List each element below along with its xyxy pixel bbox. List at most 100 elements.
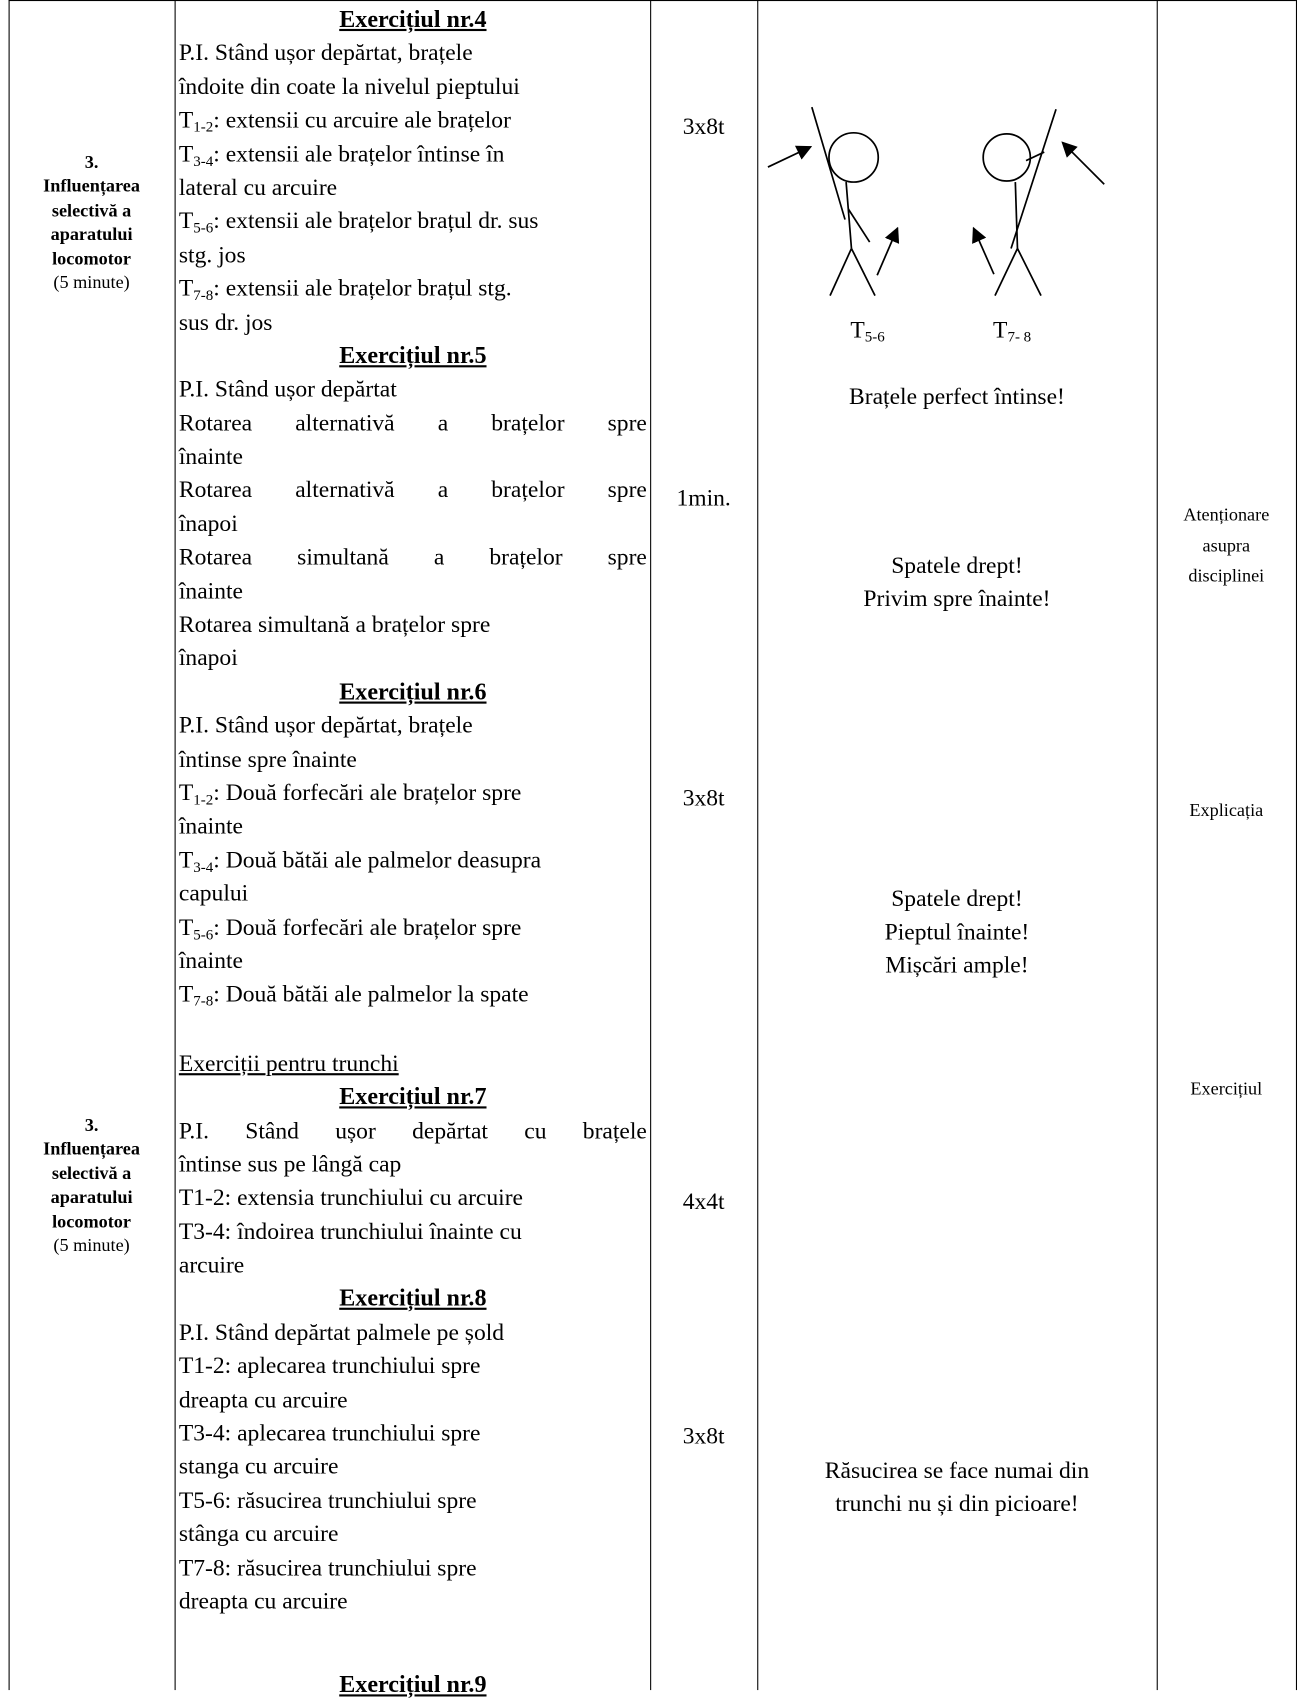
- section-title-line: locomotor: [52, 248, 131, 269]
- remark: Spatele drept! Pieptul înainte! Mișcări am…: [757, 881, 1156, 981]
- method: Atenționare asupra disciplinei: [1157, 500, 1296, 592]
- exercise-line: înainte: [178, 442, 243, 470]
- section-label: 3. Influențarea selectivă a aparatului locom…: [9, 151, 175, 295]
- exercise-line: sus dr. jos: [178, 307, 273, 335]
- dosage: 3x8t: [682, 111, 725, 139]
- subscript: 5-6: [193, 220, 214, 238]
- method: Explicația: [1157, 796, 1296, 827]
- text: T: [850, 315, 865, 343]
- text: T: [178, 913, 194, 940]
- section-number: 3.: [84, 152, 99, 173]
- dosage: 1min.: [676, 483, 731, 511]
- exercise-line: Rotarea alternativă a brațelor spre: [178, 408, 647, 436]
- remark: Brațele perfect întinse!: [757, 379, 1156, 412]
- spacer: [179, 1618, 647, 1668]
- exercise-line: înainte: [178, 576, 243, 604]
- exercise-line: înainte: [178, 812, 243, 840]
- section-title-line: aparatului: [50, 224, 133, 245]
- remark-line: Spatele drept!: [891, 551, 1023, 578]
- method-line: Atenționare: [1183, 504, 1270, 525]
- exercise-line: înainte: [178, 946, 243, 974]
- text: T: [178, 139, 194, 167]
- remark-line: Pieptul înainte!: [884, 917, 1030, 945]
- exercise-line: întinse sus pe lângă cap: [178, 1150, 402, 1177]
- column-border: [1295, 0, 1298, 1691]
- text: T: [178, 778, 194, 806]
- exercise-heading: Exercițiul nr.9: [339, 1671, 487, 1698]
- remark-line: Brațele perfect întinse!: [849, 381, 1065, 409]
- figure-label: T7- 8: [969, 314, 1055, 346]
- exercise-line: stg. jos: [178, 240, 246, 268]
- text: : Două bătăi ale palmelor la spate: [213, 980, 529, 1008]
- section-title-line: Influențarea: [43, 176, 140, 197]
- text: : Două forfecări ale brațelor spre: [213, 778, 522, 806]
- exercise-line: P.I. Stând ușor depărtat, brațele: [178, 38, 473, 66]
- remark-line: Privim spre înainte!: [863, 584, 1051, 612]
- subscript: 5-6: [193, 927, 214, 944]
- figure-label: T5-6: [825, 314, 911, 346]
- exercise-line: T3-4: îndoirea trunchiului înainte cu: [178, 1217, 522, 1245]
- exercise-line: Rotarea simultană a brațelor spre: [178, 610, 491, 638]
- remark-line: trunchi nu și din picioare!: [835, 1489, 1079, 1517]
- exercise-line: T5-6: extensii ale brațelor brațul dr. s…: [179, 204, 647, 238]
- subscript: 1-2: [193, 120, 214, 137]
- section-duration: (5 minute): [53, 1234, 130, 1256]
- exercise-line: dreapta cu arcuire: [178, 1385, 348, 1413]
- subscript: 1-2: [193, 792, 214, 809]
- method-line: asupra: [1202, 534, 1251, 556]
- dosage: 3x8t: [682, 783, 725, 811]
- subscript: 7-8: [193, 994, 214, 1011]
- exercise-line: P.I. Stând ușor depărtat: [178, 375, 397, 402]
- dosage: 3x8t: [682, 1421, 725, 1449]
- exercise-line: T7-8: extensii ale brațelor brațul stg.: [179, 271, 647, 305]
- section-title-line: selectivă a: [51, 1162, 132, 1184]
- subscript: 7-8: [193, 288, 214, 305]
- exercise-column: Exercițiul nr.4 P.I. Stând ușor depărtat,…: [179, 2, 647, 1701]
- exercise-line: înapoi: [178, 644, 238, 671]
- section-title-line: locomotor: [52, 1210, 131, 1232]
- section-duration: (5 minute): [53, 272, 130, 293]
- exercise-line: Rotarea simultană a brațelor spre: [178, 543, 647, 571]
- exercise-line: întinse spre înainte: [178, 744, 357, 772]
- exercise-line: P.I. Stând ușor depărtat, brațele: [178, 711, 473, 739]
- column-border: [8, 0, 10, 1691]
- table-border-top: [8, 0, 1296, 2]
- column-border: [757, 0, 759, 1691]
- remark-line: Mișcări ample!: [885, 950, 1029, 978]
- text: T: [993, 315, 1008, 343]
- exercise-line: stanga cu arcuire: [178, 1452, 339, 1480]
- group-title: Exerciții pentru trunchi: [178, 1049, 399, 1077]
- subscript: 3-4: [193, 859, 214, 876]
- exercise-line: T1-2: aplecarea trunchiului spre: [178, 1351, 481, 1379]
- remark-line: Răsucirea se face numai din: [824, 1456, 1090, 1483]
- section-title-line: Influențarea: [43, 1138, 140, 1160]
- method-line: disciplinei: [1188, 565, 1265, 586]
- spacer: [179, 1011, 647, 1046]
- method-line: Explicația: [1189, 800, 1264, 821]
- exercise-line: T3-4: aplecarea trunchiului spre: [178, 1419, 481, 1446]
- exercise-line: T1-2: extensia trunchiului cu arcuire: [178, 1183, 524, 1211]
- text: : extensii ale brațelor întinse în: [213, 139, 505, 167]
- dosage: 4x4t: [682, 1187, 725, 1215]
- remark: Spatele drept! Privim spre înainte!: [757, 548, 1156, 614]
- column-border: [650, 0, 652, 1691]
- exercise-line: Rotarea alternativă a brațelor spre: [178, 476, 647, 503]
- text: T: [178, 106, 194, 133]
- exercise-line: T7-8: răsucirea trunchiului spre: [178, 1553, 477, 1581]
- exercise-line: T1-2: Două forfecări ale brațelor spre: [179, 775, 647, 809]
- section-number: 3.: [84, 1114, 99, 1136]
- exercise-line: T1-2: extensii cu arcuire ale brațelor: [179, 103, 647, 137]
- text: T: [178, 274, 194, 302]
- exercise-heading: Exercițiul nr.5: [339, 341, 487, 369]
- exercise-line: T5-6: răsucirea trunchiului spre: [178, 1486, 477, 1514]
- subscript: 3-4: [193, 153, 214, 170]
- exercise-line: T3-4: extensii ale brațelor întinse în: [179, 137, 647, 171]
- text: : extensii cu arcuire ale brațelor: [213, 106, 511, 133]
- section-title-line: aparatului: [50, 1186, 133, 1208]
- section-title-line: selectivă a: [51, 200, 132, 221]
- exercise-heading: Exercițiul nr.8: [339, 1284, 487, 1312]
- text: : extensii ale brațelor brațul dr. sus: [213, 207, 539, 234]
- exercise-heading: Exercițiul nr.6: [339, 677, 487, 705]
- exercise-line: stânga cu arcuire: [178, 1519, 339, 1547]
- exercise-line: T3-4: Două bătăi ale palmelor deasupra: [179, 843, 647, 877]
